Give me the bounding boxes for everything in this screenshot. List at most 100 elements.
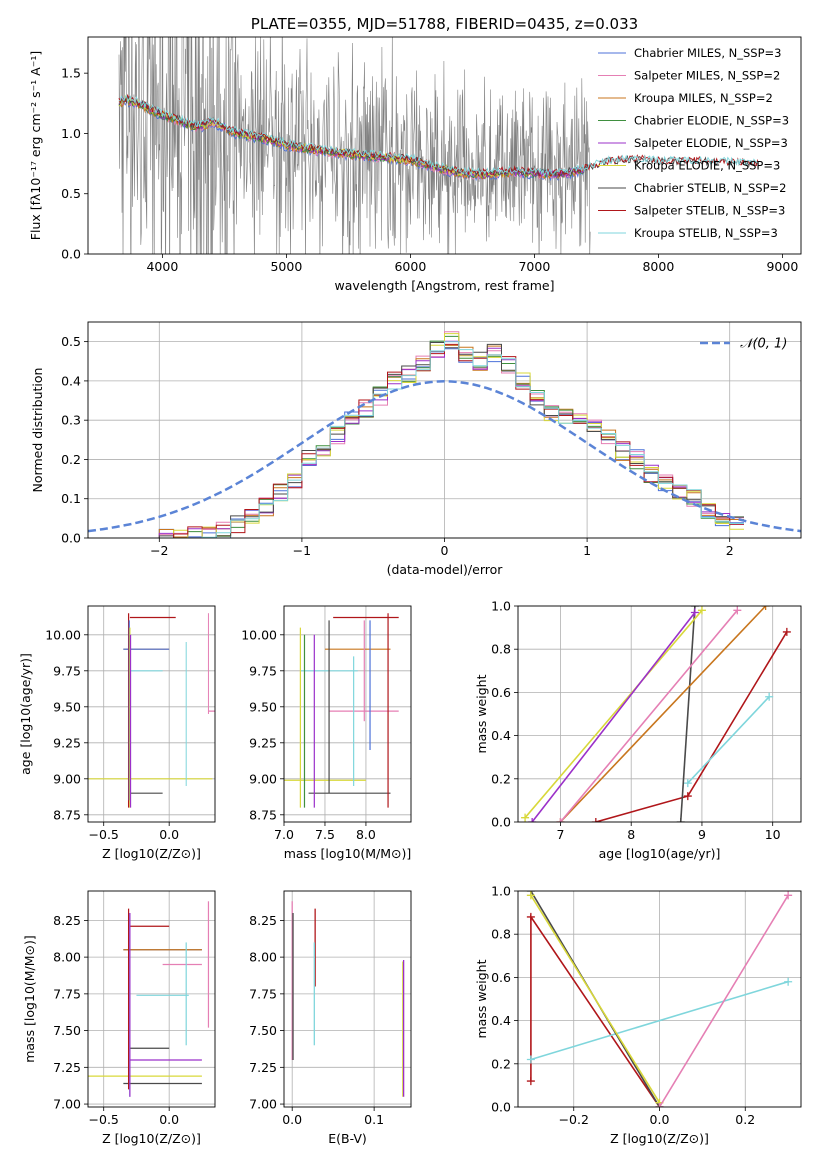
axes-frame bbox=[87, 321, 802, 539]
axes-frame bbox=[517, 890, 802, 1108]
point-marker bbox=[765, 692, 774, 701]
y-tick-label: 7.25 bbox=[249, 1060, 277, 1075]
y-tick-label: 9.75 bbox=[53, 663, 81, 678]
x-tick-label: 0.0 bbox=[282, 1112, 302, 1127]
y-tick-label: 7.00 bbox=[249, 1097, 277, 1112]
x-axis-label: Z [log10(Z/Z⊙)] bbox=[610, 1131, 709, 1146]
x-tick-label: 10 bbox=[765, 827, 781, 842]
point-marker bbox=[591, 818, 600, 822]
model-fits bbox=[118, 93, 759, 182]
point-marker bbox=[683, 779, 692, 788]
point-marker bbox=[655, 1103, 664, 1107]
y-tick-label: 7.75 bbox=[53, 986, 81, 1001]
axes-frame bbox=[87, 890, 216, 1108]
x-axis-label: Z [log10(Z/Z⊙)] bbox=[102, 1131, 201, 1146]
series-line bbox=[524, 609, 703, 819]
y-tick-label: 9.00 bbox=[53, 771, 81, 786]
point-marker bbox=[761, 606, 770, 610]
y-tick-label: 9.25 bbox=[53, 735, 81, 750]
y-tick-label: 8.00 bbox=[249, 950, 277, 965]
y-axis-label: mass [log10(M/M⊙)] bbox=[22, 935, 37, 1063]
x-tick-label: 8000 bbox=[642, 259, 674, 274]
weight_vs_age-panel: 7 8 9 10 0.0 0.2 0.4 0.6 0.8 1.0 age [log10(age/yr… bbox=[474, 599, 802, 861]
histogram-step bbox=[159, 343, 744, 538]
y-tick-label: 7.25 bbox=[53, 1060, 81, 1075]
y-tick-label: 8.25 bbox=[53, 913, 81, 928]
series-line bbox=[530, 980, 789, 1061]
legend-label: Kroupa STELIB, N_SSP=3 bbox=[634, 226, 778, 240]
y-axis-label: Flux [fλ10⁻¹⁷ erg cm⁻² s⁻¹ A⁻¹] bbox=[28, 51, 43, 240]
histogram-step bbox=[158, 342, 744, 538]
point-marker bbox=[528, 818, 537, 822]
x-tick-label: 6000 bbox=[394, 259, 426, 274]
y-tick-label: 7.50 bbox=[53, 1023, 81, 1038]
y-tick-label: 1.5 bbox=[61, 66, 81, 81]
y-tick-label: 0.4 bbox=[491, 1013, 511, 1028]
x-tick-label: 0.2 bbox=[735, 1112, 755, 1127]
y-tick-label: 0.3 bbox=[61, 413, 81, 428]
legend-label: Chabrier MILES, N_SSP=3 bbox=[634, 46, 781, 60]
y-tick-label: 0.0 bbox=[491, 815, 511, 830]
x-tick-label: 0.0 bbox=[159, 1112, 179, 1127]
point-marker bbox=[676, 818, 685, 822]
y-tick-label: 10.00 bbox=[45, 627, 81, 642]
point-marker bbox=[733, 606, 742, 615]
x-axis-label: E(B-V) bbox=[328, 1131, 367, 1146]
y-tick-label: 0.2 bbox=[61, 452, 81, 467]
normal-curve bbox=[88, 380, 801, 533]
point-marker bbox=[526, 891, 535, 900]
x-tick-label: 0.0 bbox=[650, 1112, 670, 1127]
histogram-step bbox=[159, 333, 744, 538]
y-tick-label: 0.2 bbox=[491, 771, 511, 786]
histogram-step bbox=[159, 341, 744, 538]
y-tick-label: 0.5 bbox=[61, 334, 81, 349]
y-tick-label: 0.0 bbox=[491, 1100, 511, 1115]
error-bars bbox=[88, 901, 210, 1097]
point-marker bbox=[521, 813, 530, 822]
x-tick-label: 8 bbox=[627, 827, 635, 842]
axes-frame bbox=[283, 605, 412, 823]
axes-frame bbox=[517, 605, 802, 823]
y-tick-label: 0.6 bbox=[491, 685, 511, 700]
y-tick-label: 1.0 bbox=[491, 599, 511, 614]
y-tick-label: 0.0 bbox=[61, 247, 81, 262]
mass_vs_Z-panel: −0.5 0.0 7.00 7.25 7.50 7.75 8.00 8.25 Z [log10(… bbox=[22, 890, 216, 1146]
series-lines bbox=[526, 891, 793, 1107]
y-tick-label: 10.00 bbox=[241, 627, 277, 642]
y-tick-label: 0.2 bbox=[491, 1056, 511, 1071]
residuals-panel: −2 −1 0 1 2 0.0 0.1 0.2 0.3 0.4 0.5 (data-model)/er… bbox=[30, 321, 802, 577]
legend-label: Chabrier STELIB, N_SSP=2 bbox=[634, 181, 786, 195]
histogram-step bbox=[158, 340, 744, 538]
x-axis-label: (data-model)/error bbox=[387, 562, 504, 577]
series-line bbox=[530, 894, 661, 1104]
legend: 𝒩(0, 1) bbox=[700, 337, 787, 352]
legend-label: Salpeter ELODIE, N_SSP=3 bbox=[634, 136, 788, 150]
y-tick-label: 7.00 bbox=[53, 1097, 81, 1112]
x-tick-label: 7000 bbox=[518, 259, 550, 274]
x-tick-label: 7.5 bbox=[315, 827, 335, 842]
axes-frame bbox=[87, 36, 802, 255]
point-marker bbox=[556, 818, 565, 822]
spectrum-panel: 4000 5000 6000 7000 8000 9000 0.0 0.5 1.0 1.5 wave… bbox=[28, 15, 802, 293]
y-tick-label: 9.75 bbox=[249, 663, 277, 678]
histogram-step bbox=[158, 331, 744, 538]
x-tick-label: 4000 bbox=[146, 259, 178, 274]
age_vs_Z-panel: −0.5 0.0 8.75 9.00 9.25 9.50 9.75 10.00 Z [log10… bbox=[18, 605, 216, 861]
y-tick-label: 7.50 bbox=[249, 1023, 277, 1038]
x-axis-label: mass [log10(M/M⊙)] bbox=[284, 846, 412, 861]
error-bars bbox=[291, 901, 405, 1097]
x-tick-label: −1 bbox=[293, 543, 311, 558]
x-tick-label: −0.2 bbox=[559, 1112, 589, 1127]
axes-frame bbox=[87, 605, 216, 823]
x-tick-label: 1 bbox=[583, 543, 591, 558]
point-marker bbox=[526, 912, 535, 921]
x-tick-label: 2 bbox=[726, 543, 734, 558]
y-tick-label: 0.8 bbox=[491, 642, 511, 657]
point-marker bbox=[784, 891, 793, 900]
data-spectrum-line bbox=[118, 37, 591, 254]
y-tick-label: 8.25 bbox=[249, 913, 277, 928]
y-tick-label: 0.0 bbox=[61, 531, 81, 546]
y-tick-label: 0.1 bbox=[61, 491, 81, 506]
y-axis-label: mass weight bbox=[474, 959, 489, 1038]
legend-label: Kroupa ELODIE, N_SSP=3 bbox=[634, 159, 780, 173]
